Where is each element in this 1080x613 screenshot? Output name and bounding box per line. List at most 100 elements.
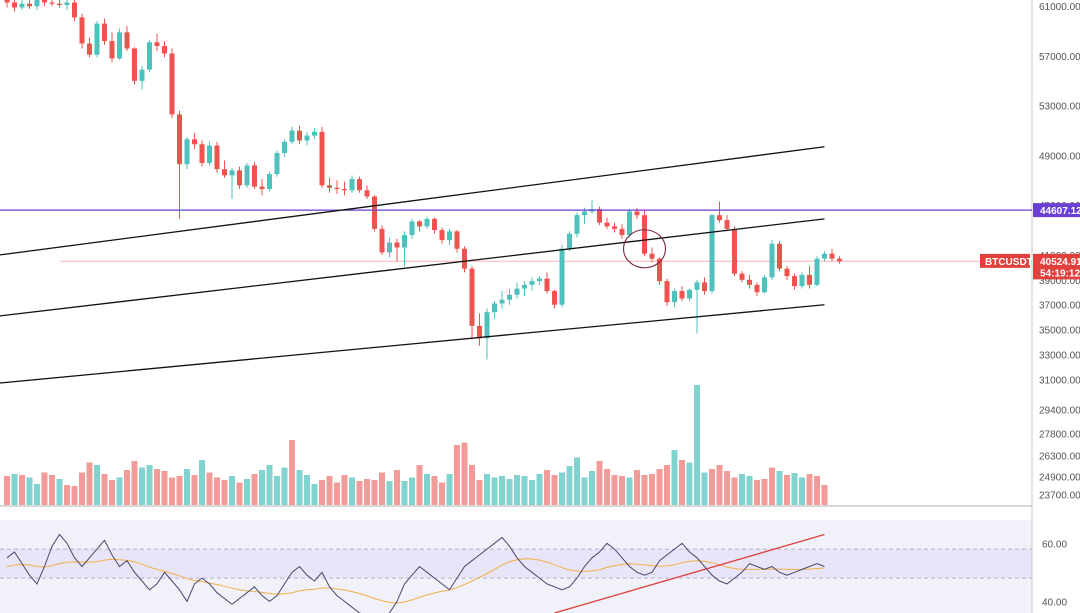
candle[interactable] (814, 256, 820, 287)
candle[interactable] (379, 225, 385, 255)
candle[interactable] (402, 231, 407, 267)
candle[interactable] (514, 282, 520, 299)
candle[interactable] (34, 0, 40, 10)
candle[interactable] (72, 0, 77, 22)
candle[interactable] (702, 277, 707, 295)
candle[interactable] (357, 176, 362, 193)
candle[interactable] (199, 140, 205, 167)
drawing-annotations[interactable] (0, 146, 1032, 613)
candle[interactable] (822, 251, 827, 262)
rsi-trendline[interactable] (554, 533, 825, 613)
candle[interactable] (649, 247, 655, 263)
candle[interactable] (312, 128, 317, 140)
candle[interactable] (454, 230, 460, 253)
candle[interactable] (49, 0, 55, 7)
candle[interactable] (597, 206, 602, 226)
candle[interactable] (274, 150, 280, 177)
candle[interactable] (567, 231, 572, 252)
candle[interactable] (244, 162, 250, 188)
channel-line-1[interactable] (0, 146, 825, 256)
candle[interactable] (229, 167, 235, 199)
candle[interactable] (769, 240, 775, 280)
candle[interactable] (79, 13, 85, 49)
candle[interactable] (349, 175, 355, 193)
candle[interactable] (387, 237, 392, 258)
candle[interactable] (499, 291, 505, 309)
candle[interactable] (552, 289, 557, 309)
candle[interactable] (177, 110, 182, 219)
candle[interactable] (19, 0, 25, 10)
candle[interactable] (297, 125, 302, 145)
candle[interactable] (447, 228, 452, 246)
candle[interactable] (537, 276, 542, 285)
candle[interactable] (529, 277, 535, 292)
candle[interactable] (372, 195, 377, 232)
candle[interactable] (522, 281, 527, 297)
candle[interactable] (319, 126, 325, 188)
price-axis[interactable]: 61000.0057000.0053000.0049000.0045000.00… (1031, 0, 1080, 613)
candle[interactable] (424, 216, 430, 229)
candle[interactable] (754, 282, 760, 297)
candle[interactable] (462, 246, 467, 273)
candle[interactable] (777, 241, 782, 272)
candle[interactable] (544, 272, 550, 294)
candle[interactable] (709, 213, 715, 294)
candle[interactable] (574, 212, 580, 238)
candle[interactable] (792, 273, 797, 290)
candle[interactable] (469, 266, 475, 340)
candle[interactable] (132, 47, 137, 85)
candle[interactable] (664, 278, 670, 306)
candle[interactable] (327, 177, 332, 193)
candle[interactable] (417, 220, 422, 232)
candle[interactable] (57, 0, 62, 8)
candle[interactable] (342, 181, 347, 196)
candle[interactable] (559, 245, 565, 308)
candle[interactable] (439, 227, 445, 244)
candle[interactable] (94, 21, 100, 58)
candle[interactable] (207, 141, 212, 166)
candle[interactable] (364, 185, 370, 199)
candle[interactable] (672, 288, 677, 308)
candle[interactable] (147, 39, 152, 73)
candle[interactable] (27, 0, 32, 9)
candle[interactable] (612, 222, 617, 233)
candle[interactable] (267, 171, 272, 192)
candle[interactable] (42, 0, 47, 7)
candle[interactable] (259, 179, 265, 196)
candle[interactable] (334, 180, 340, 195)
candle[interactable] (829, 248, 835, 262)
candle[interactable] (619, 223, 625, 239)
candle[interactable] (184, 136, 190, 170)
candle[interactable] (109, 32, 115, 63)
candle[interactable] (724, 215, 730, 232)
candle[interactable] (432, 217, 437, 234)
candle[interactable] (12, 0, 17, 12)
candle[interactable] (214, 141, 220, 173)
candle[interactable] (289, 126, 295, 145)
candle[interactable] (679, 286, 685, 301)
candle[interactable] (252, 161, 257, 190)
candle[interactable] (507, 288, 512, 305)
candle[interactable] (717, 201, 722, 223)
candle[interactable] (732, 226, 737, 277)
channel-line-2[interactable] (0, 218, 825, 317)
candle[interactable] (162, 41, 167, 58)
candle[interactable] (799, 272, 805, 289)
candle[interactable] (192, 133, 197, 150)
candle[interactable] (102, 18, 107, 45)
candle[interactable] (807, 266, 812, 289)
candle[interactable] (64, 0, 70, 10)
candle[interactable] (4, 0, 10, 8)
channel-line-3[interactable] (0, 304, 825, 384)
candle[interactable] (627, 208, 632, 238)
candle[interactable] (784, 266, 790, 280)
candle[interactable] (492, 300, 497, 319)
candle[interactable] (484, 308, 490, 360)
candle[interactable] (154, 33, 160, 51)
candle[interactable] (282, 139, 287, 157)
candle[interactable] (477, 313, 482, 346)
candle[interactable] (409, 218, 415, 239)
candle[interactable] (117, 28, 122, 60)
candle[interactable] (837, 256, 842, 264)
